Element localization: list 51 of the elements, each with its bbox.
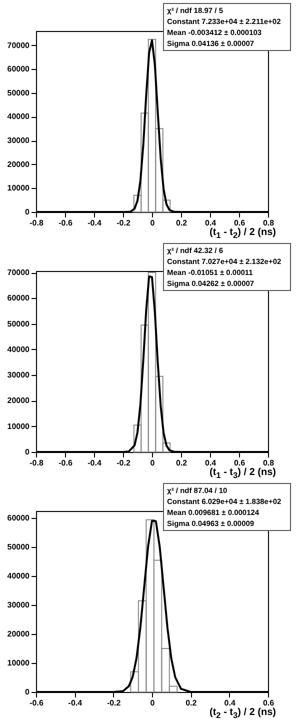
y-tick-label: 40000	[7, 112, 30, 122]
x-tick-label: 0	[150, 458, 156, 468]
x-tick-label: 0.6	[262, 698, 275, 708]
y-tick-label: 40000	[7, 572, 30, 581]
y-tick-label: 10000	[7, 184, 30, 193]
x-tick-label: -0.2	[106, 698, 122, 708]
x-axis-title: (t$_{2}$ - t$_{3}$) / 2 (ns)	[209, 707, 276, 720]
y-tick-label: 30000	[7, 136, 30, 146]
y-tick-label: 0	[25, 448, 30, 456]
x-tick-label: 0.4	[204, 218, 217, 228]
y-tick-label: 0	[25, 688, 30, 696]
x-axis-title: (t$_{1}$ - t$_{2}$) / 2 (ns)	[209, 227, 276, 240]
x-tick-label: 0.2	[176, 458, 188, 468]
y-tick-label: 30000	[7, 370, 30, 380]
x-tick-label: 0.8	[262, 218, 275, 228]
y-tick-label: 70000	[7, 40, 30, 50]
x-tick-label: -0.2	[116, 218, 131, 228]
y-tick-label: 50000	[7, 88, 30, 98]
x-tick-label: -0.2	[116, 458, 131, 468]
x-tick-label: 0.4	[224, 698, 236, 708]
y-tick-label: 50000	[7, 542, 30, 552]
y-tick-label: 0	[25, 208, 30, 216]
x-tick-label: 0.8	[262, 458, 275, 468]
y-tick-label: 20000	[7, 396, 30, 406]
x-tick-label: 0	[150, 218, 156, 228]
x-axis-title: (t$_{1}$ - t$_{3}$) / 2 (ns)	[209, 467, 276, 480]
y-tick-label: 60000	[7, 294, 30, 303]
y-tick-label: 70000	[7, 268, 30, 278]
y-tick-label: 30000	[7, 600, 30, 610]
x-tick-label: -0.8	[30, 458, 44, 468]
y-tick-label: 50000	[7, 319, 30, 328]
y-tick-label: 20000	[7, 630, 30, 639]
x-tick-label: 0	[150, 698, 156, 708]
x-tick-label: -0.6	[30, 698, 44, 708]
x-tick-label: 0.4	[204, 458, 217, 468]
x-tick-label: -0.4	[88, 458, 102, 468]
x-tick-label: -0.4	[68, 698, 83, 708]
x-tick-label: 0.6	[234, 218, 246, 228]
y-tick-label: 20000	[7, 160, 30, 169]
x-tick-label: -0.6	[58, 218, 73, 228]
x-tick-label: 0.2	[176, 218, 188, 228]
y-tick-label: 60000	[7, 64, 30, 74]
y-tick-label: 40000	[7, 344, 30, 354]
x-tick-label: -0.6	[58, 458, 73, 468]
x-tick-label: -0.8	[30, 218, 44, 228]
y-tick-label: 10000	[7, 658, 30, 668]
y-tick-label: 60000	[7, 514, 30, 523]
x-tick-label: -0.4	[88, 218, 102, 228]
x-tick-label: 0.2	[186, 698, 198, 708]
y-tick-label: 10000	[7, 422, 30, 431]
x-tick-label: 0.6	[234, 458, 246, 468]
